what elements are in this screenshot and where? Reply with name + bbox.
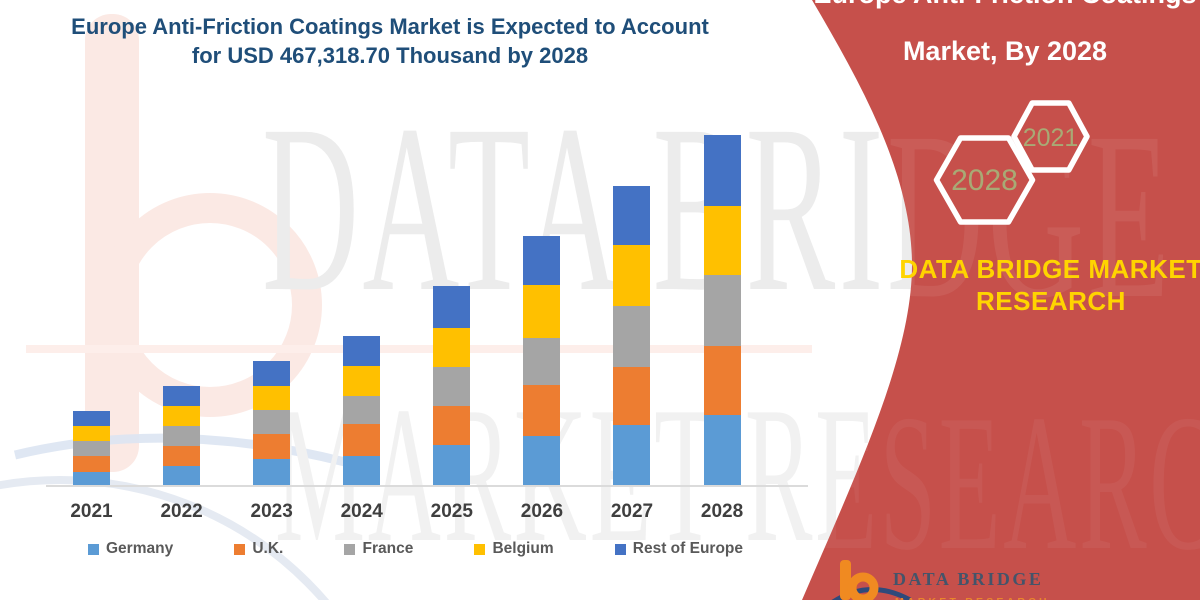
x-axis-label-2027: 2027 xyxy=(610,501,654,522)
legend-label: Germany xyxy=(106,540,174,557)
bar-segment-2026-u-k- xyxy=(523,384,561,436)
red-panel-heading-clipped: Europe Anti-Friction Coatings xyxy=(810,0,1200,10)
legend-label: France xyxy=(362,540,414,557)
legend-label: U.K. xyxy=(252,540,284,557)
bar-segment-2021-france xyxy=(73,440,110,456)
legend-swatch xyxy=(474,543,486,555)
x-axis-label-2022: 2022 xyxy=(160,501,203,522)
bar-segment-2025-rest-of-europe xyxy=(433,285,471,328)
legend-item-belgium: Belgium xyxy=(474,540,554,558)
bar-segment-2022-germany xyxy=(163,465,201,486)
red-panel-heading: Market, By 2028 xyxy=(902,36,1108,66)
hexagon-2028-label: 2028 xyxy=(951,164,1018,197)
pink-stripe-decor xyxy=(26,345,812,353)
legend-swatch xyxy=(88,543,99,555)
x-axis-label-2028: 2028 xyxy=(700,501,744,522)
bar-segment-2027-belgium xyxy=(613,245,651,306)
bar-segment-2025-germany xyxy=(433,445,471,486)
bar-segment-2025-u-k- xyxy=(433,405,471,445)
bar-segment-2023-germany xyxy=(253,458,291,486)
chart-title-line2: for USD 467,318.70 Thousand by 2028 xyxy=(191,43,589,68)
bar-segment-2027-u-k- xyxy=(613,367,651,425)
legend-swatch xyxy=(614,543,626,555)
bar-segment-2021-belgium xyxy=(73,425,110,441)
x-axis-label-2021: 2021 xyxy=(70,501,113,522)
red-panel-shape xyxy=(802,0,1200,600)
bar-segment-2026-germany xyxy=(523,435,561,486)
footer-logo-b-bowl xyxy=(847,572,879,600)
bar-segment-2024-belgium xyxy=(343,366,381,396)
hexagon-2028 xyxy=(933,135,1036,225)
bar-segment-2022-u-k- xyxy=(163,445,201,466)
bar-segment-2026-belgium xyxy=(523,284,561,338)
legend-swatch xyxy=(234,543,246,555)
legend-item-germany: Germany xyxy=(88,540,173,558)
legend-label: Belgium xyxy=(492,540,554,557)
legend-item-u-k-: U.K. xyxy=(234,540,283,558)
footer-logo-sub-text: MARKET RESEARCH xyxy=(895,596,1050,600)
bar-segment-2028-u-k- xyxy=(703,345,741,415)
bar-segment-2021-germany xyxy=(73,472,110,486)
bar-segment-2028-germany xyxy=(703,414,741,486)
bar-segment-2022-france xyxy=(163,425,201,446)
hexagon-2021-label: 2021 xyxy=(1023,124,1079,152)
x-axis-label-2025: 2025 xyxy=(430,501,473,522)
bar-segment-2023-rest-of-europe xyxy=(253,360,291,387)
bar-segment-2022-belgium xyxy=(163,405,201,426)
bar-segment-2027-germany xyxy=(613,424,651,486)
legend-item-rest-of-europe: Rest of Europe xyxy=(614,540,743,558)
bar-segment-2026-france xyxy=(523,337,561,385)
bar-segment-2025-belgium xyxy=(433,327,471,367)
bar-segment-2021-u-k- xyxy=(73,455,110,472)
red-panel-brand-line2: RESEARCH xyxy=(976,286,1126,316)
bar-segment-2027-france xyxy=(613,306,651,367)
legend-item-france: France xyxy=(344,540,413,558)
bar-segment-2021-rest-of-europe xyxy=(73,410,110,426)
bar-segment-2026-rest-of-europe xyxy=(523,235,561,285)
footer-logo-brand-text: DATA BRIDGE xyxy=(893,569,1044,589)
bar-segment-2023-u-k- xyxy=(253,433,291,459)
bar-segment-2024-germany xyxy=(343,455,381,486)
x-axis-label-2026: 2026 xyxy=(520,501,564,522)
chart-title-line1: Europe Anti-Friction Coatings Market is … xyxy=(71,14,709,39)
bar-segment-2024-france xyxy=(343,395,381,425)
bar-segment-2027-rest-of-europe xyxy=(613,185,651,245)
red-panel-brand-line1: DATA BRIDGE MARKET xyxy=(899,254,1200,284)
x-axis-label-2023: 2023 xyxy=(250,501,293,522)
bar-segment-2023-belgium xyxy=(253,386,291,411)
legend-label: Rest of Europe xyxy=(632,540,743,557)
bar-segment-2022-rest-of-europe xyxy=(163,385,201,406)
chart-legend: Germany U.K. France Belgium Rest of Europe xyxy=(88,540,743,558)
bar-segment-2028-belgium xyxy=(703,205,741,276)
bar-segment-2028-france xyxy=(703,275,741,346)
bar-segment-2023-france xyxy=(253,410,291,434)
bar-segment-2024-u-k- xyxy=(343,424,381,456)
chart-title: Europe Anti-Friction Coatings Market is … xyxy=(0,12,780,70)
bar-segment-2024-rest-of-europe xyxy=(343,335,381,367)
bar-segment-2028-rest-of-europe xyxy=(703,134,741,206)
x-axis-line xyxy=(46,485,808,487)
bar-segment-2025-france xyxy=(433,366,471,406)
hexagon-2021 xyxy=(1011,100,1090,173)
x-axis-label-2024: 2024 xyxy=(340,501,383,522)
legend-swatch xyxy=(344,543,356,555)
